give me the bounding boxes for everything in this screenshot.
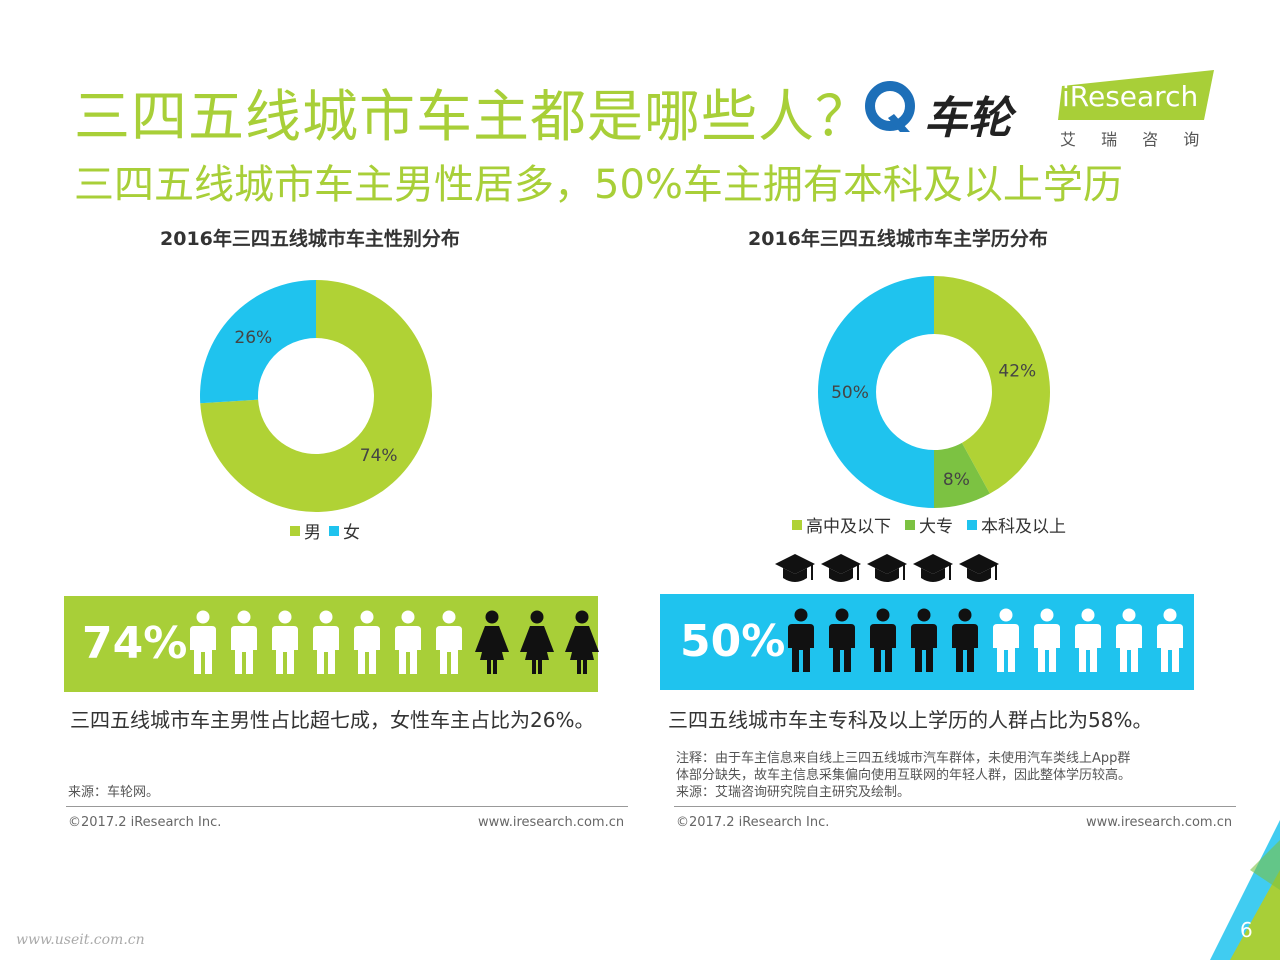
chelun-q-icon (865, 81, 915, 132)
education-banner: 50% (660, 594, 1194, 690)
gender-slice-0 (200, 280, 432, 512)
legend-label-male: 男 (304, 523, 321, 543)
education-people-icons (786, 608, 1196, 678)
education-male-icon (1032, 608, 1062, 680)
education-male-icon (868, 608, 898, 680)
education-male-icon (909, 608, 939, 680)
gender-male-icon (229, 610, 259, 682)
chelun-logo-text: 车轮 (924, 93, 1012, 144)
legend-swatch-female (329, 525, 339, 536)
page-title: 三四五线城市车主都是哪些人？ (74, 85, 872, 150)
graduation-cap-icon (774, 552, 816, 592)
gender-male-icon (270, 610, 300, 682)
education-slice-0 (934, 276, 1050, 494)
gender-people-icons (188, 610, 610, 680)
gender-legend: 男 女 (282, 518, 360, 543)
left-footer-rule (66, 806, 628, 807)
left-copyright: ©2017.2 iResearch Inc. (68, 815, 222, 830)
page-subtitle: 三四五线城市车主男性居多，50%车主拥有本科及以上学历 (74, 162, 1123, 208)
legend-label-highschool: 高中及以下 (806, 517, 891, 537)
gender-male-icon (352, 610, 382, 682)
legend-swatch-male (290, 525, 300, 536)
watermark: www.useit.com.cn (16, 932, 145, 948)
right-website[interactable]: www.iresearch.com.cn (1086, 815, 1233, 830)
education-slice-2 (818, 276, 934, 508)
right-copyright: ©2017.2 iResearch Inc. (676, 815, 830, 830)
education-male-icon (991, 608, 1021, 680)
corner-decoration (1210, 820, 1280, 960)
gender-female-icon (475, 610, 509, 682)
education-caption: 三四五线城市车主专科及以上学历的人群占比为58%。 (668, 708, 1153, 732)
legend-swatch-highschool (792, 519, 802, 530)
gender-chart-title: 2016年三四五线城市车主性别分布 (160, 228, 460, 250)
graduation-caps (774, 552, 1004, 592)
education-slice-1 (934, 442, 990, 508)
gender-banner-value: 74% (82, 618, 188, 669)
legend-label-college: 大专 (919, 517, 953, 537)
education-label-2: 50% (831, 383, 869, 403)
gender-label-0: 74% (360, 446, 398, 466)
gender-slice-1 (200, 280, 316, 404)
iresearch-logo-shape (1058, 70, 1214, 120)
graduation-cap-icon (866, 552, 908, 592)
gender-male-icon (393, 610, 423, 682)
gender-male-icon (188, 610, 218, 682)
legend-label-bachelor: 本科及以上 (981, 517, 1066, 537)
gender-female-icon (520, 610, 554, 682)
education-male-icon (786, 608, 816, 680)
education-note-1: 注释：由于车主信息来自线上三四五线城市汽车群体，未使用汽车类线上App群 (676, 751, 1131, 766)
page-number: 6 (1240, 918, 1253, 942)
legend-swatch-bachelor (967, 519, 977, 530)
gender-donut-chart: 74% 26% (200, 280, 432, 512)
graduation-cap-icon (958, 552, 1000, 592)
gender-female-icon (565, 610, 599, 682)
education-source: 来源：艾瑞咨询研究院自主研究及绘制。 (676, 785, 911, 800)
education-legend: 高中及以下 大专 本科及以上 (784, 512, 1066, 537)
education-male-icon (1073, 608, 1103, 680)
education-chart-title: 2016年三四五线城市车主学历分布 (748, 228, 1048, 250)
graduation-cap-icon (820, 552, 862, 592)
education-male-icon (950, 608, 980, 680)
education-note-2: 体部分缺失，故车主信息采集偏向使用互联网的年轻人群，因此整体学历较高。 (676, 768, 1132, 783)
gender-caption: 三四五线城市车主男性占比超七成，女性车主占比为26%。 (70, 708, 595, 732)
gender-banner: 74% (64, 596, 599, 692)
gender-source: 来源：车轮网。 (68, 785, 160, 800)
graduation-cap-icon (912, 552, 954, 592)
education-male-icon (827, 608, 857, 680)
iresearch-logo: iResearch 艾 瑞 咨 询 (1058, 68, 1218, 149)
education-label-0: 42% (998, 362, 1036, 382)
chelun-logo: 车轮 (864, 80, 1028, 144)
iresearch-logo-text: iResearch (1062, 80, 1199, 113)
legend-swatch-college (905, 519, 915, 530)
education-banner-value: 50% (680, 616, 786, 667)
education-label-1: 8% (943, 470, 970, 490)
gender-male-icon (311, 610, 341, 682)
gender-male-icon (434, 610, 464, 682)
gender-label-1: 26% (234, 328, 272, 348)
right-footer-rule (674, 806, 1236, 807)
legend-label-female: 女 (343, 523, 360, 543)
iresearch-logo-cn: 艾 瑞 咨 询 (1060, 130, 1210, 149)
education-male-icon (1155, 608, 1185, 680)
education-donut-chart: 42% 8% 50% (818, 276, 1050, 508)
left-website[interactable]: www.iresearch.com.cn (478, 815, 625, 830)
education-male-icon (1114, 608, 1144, 680)
